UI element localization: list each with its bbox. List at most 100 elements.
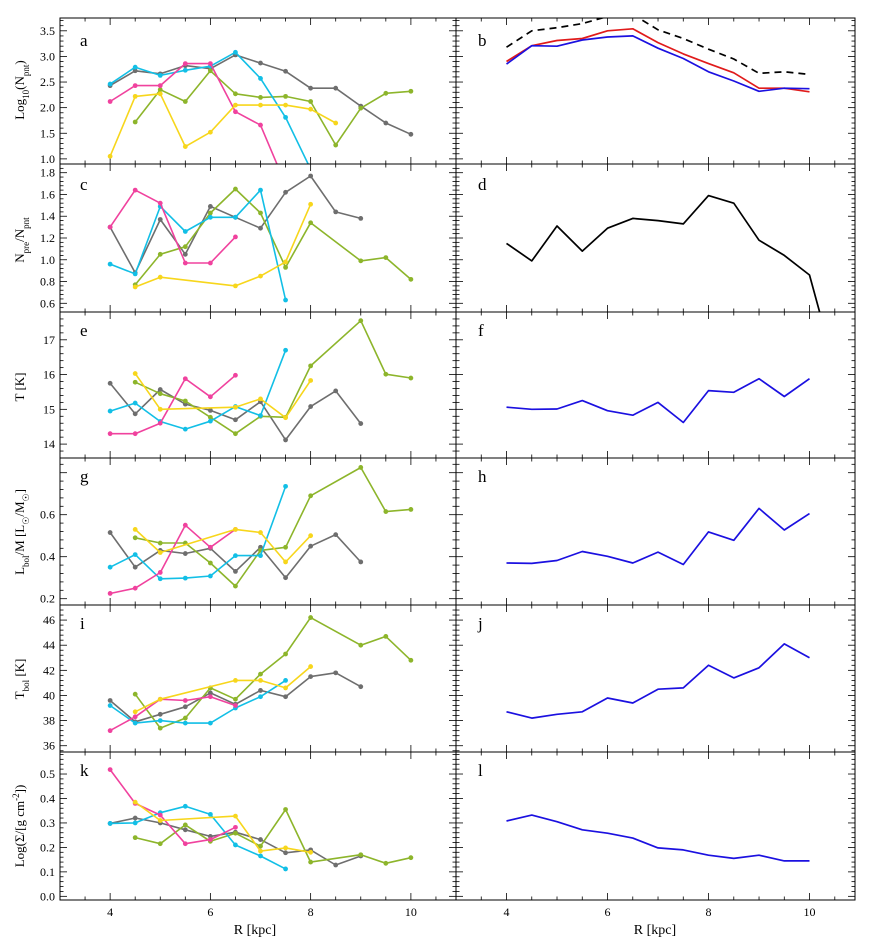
data-point-olive xyxy=(358,852,364,858)
data-point-cyan xyxy=(182,229,188,234)
data-point-magenta xyxy=(157,83,163,89)
y-tick-label: 44 xyxy=(43,638,55,652)
data-point-cyan xyxy=(283,347,288,353)
data-point-magenta xyxy=(182,522,188,528)
y-tick-label: 17 xyxy=(43,333,55,347)
data-point-yellow xyxy=(258,273,263,279)
data-point-olive xyxy=(132,119,138,125)
y-tick-label: 36 xyxy=(43,739,55,753)
data-point-olive xyxy=(258,671,263,677)
series-line-olive xyxy=(134,616,412,729)
data-point-cyan xyxy=(207,811,213,817)
data-point-gray xyxy=(233,417,238,423)
data-point-cyan xyxy=(258,187,263,193)
y-tick-label: 0.8 xyxy=(40,275,55,289)
ylabel-k: Log(Σ/[g cm-2]) xyxy=(11,785,27,868)
panel-d xyxy=(455,163,856,313)
data-point-olive xyxy=(132,535,138,541)
series-group xyxy=(506,194,821,312)
data-point-olive xyxy=(358,258,364,264)
data-point-olive xyxy=(408,855,414,861)
y-tick-label: 0.3 xyxy=(40,816,55,830)
y-tick-label: 0.6 xyxy=(40,508,55,522)
data-point-gray xyxy=(107,380,113,386)
data-point-gray xyxy=(308,173,314,179)
data-point-magenta xyxy=(132,714,138,720)
data-point-magenta xyxy=(107,767,113,773)
panel-e: 14 15 16 17 xyxy=(43,311,457,459)
data-point-olive xyxy=(233,696,238,702)
data-point-olive xyxy=(132,379,138,385)
data-point-gray xyxy=(358,421,364,426)
data-point-gray xyxy=(283,189,288,195)
series-line-olive xyxy=(135,808,412,865)
series-line-black xyxy=(506,18,810,76)
panel-frame xyxy=(59,163,457,313)
panel-letter-d: d xyxy=(478,175,487,194)
y-tick-label: 1.4 xyxy=(40,209,55,223)
x-tick-label: 10 xyxy=(804,905,816,919)
y-tick-label: 1.0 xyxy=(40,152,55,166)
series-line-cyan xyxy=(109,679,287,724)
series-line-magenta xyxy=(109,189,236,264)
data-point-yellow xyxy=(207,129,213,135)
data-point-yellow xyxy=(233,404,238,410)
panel-frame xyxy=(455,751,856,901)
data-point-cyan xyxy=(258,76,263,81)
data-point-gray xyxy=(107,698,113,703)
data-point-gray xyxy=(182,827,188,833)
panel-a: 1.0 1.5 2.0 2.5 3.0 3.5 xyxy=(40,17,457,166)
data-point-yellow xyxy=(308,201,314,207)
series-line-olive xyxy=(134,319,412,435)
data-point-gray xyxy=(207,204,213,209)
data-point-olive xyxy=(182,244,188,250)
y-tick-label: 0.1 xyxy=(40,865,55,879)
series-line-magenta xyxy=(110,374,236,435)
series-line-magenta xyxy=(109,695,236,732)
data-point-olive xyxy=(258,95,263,100)
data-point-magenta xyxy=(207,694,213,700)
panel-g: 0.2 0.4 0.6 xyxy=(40,457,457,606)
data-point-gray xyxy=(182,704,188,710)
series-line-olive xyxy=(134,188,412,286)
data-point-olive xyxy=(333,142,339,148)
data-point-olive xyxy=(383,90,389,96)
data-point-cyan xyxy=(107,821,113,826)
data-point-olive xyxy=(408,657,414,663)
data-point-cyan xyxy=(283,114,288,120)
series-group xyxy=(107,49,414,164)
y-tick-label: 2.0 xyxy=(40,101,55,115)
data-point-gray xyxy=(157,387,163,392)
series-group xyxy=(506,814,810,862)
data-point-cyan xyxy=(258,553,263,559)
data-point-gray xyxy=(333,862,339,868)
panel-frame xyxy=(59,311,457,459)
data-point-magenta xyxy=(182,260,188,266)
data-point-yellow xyxy=(157,274,163,280)
y-tick-label: 0.4 xyxy=(40,550,55,564)
panel-j xyxy=(455,604,856,753)
data-point-cyan xyxy=(107,703,113,708)
data-point-magenta xyxy=(107,224,113,230)
series-line-yellow xyxy=(134,203,312,288)
data-point-yellow xyxy=(157,406,163,412)
data-point-olive xyxy=(283,264,288,270)
y-tick-label: 0.2 xyxy=(40,592,55,606)
data-point-olive xyxy=(207,210,213,216)
data-point-yellow xyxy=(233,102,238,108)
data-point-yellow xyxy=(308,664,314,669)
data-point-yellow xyxy=(258,677,263,683)
data-point-yellow xyxy=(283,415,288,421)
ylabel-e: T [K] xyxy=(12,372,27,401)
data-point-gray xyxy=(358,684,364,690)
data-point-gray xyxy=(358,216,364,221)
data-point-olive xyxy=(233,583,238,589)
data-point-olive xyxy=(157,725,163,731)
data-point-gray xyxy=(182,251,188,257)
data-point-cyan xyxy=(258,694,263,700)
data-point-yellow xyxy=(308,849,314,855)
data-point-yellow xyxy=(132,284,138,290)
y-tick-label: 0.4 xyxy=(40,791,55,805)
data-point-magenta xyxy=(207,394,213,400)
